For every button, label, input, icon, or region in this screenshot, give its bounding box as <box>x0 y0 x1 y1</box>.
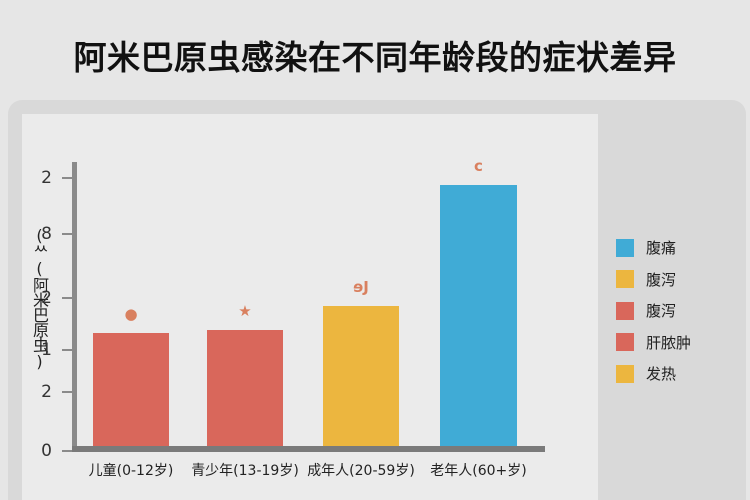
legend-label: 腹痛 <box>646 239 677 258</box>
y-tick-label: 8 <box>41 224 52 244</box>
chart-title: 阿米巴原虫感染在不同年龄段的症状差异 <box>73 38 677 77</box>
x-tick-label: 成年人(20-59岁) <box>307 463 415 479</box>
bar-value-label: ɘJ <box>353 278 369 296</box>
bar-value-label: ★ <box>238 302 252 320</box>
legend-item: 发热 <box>616 358 736 390</box>
y-tick-label: 2 <box>41 168 52 188</box>
y-tick-mark <box>62 391 72 393</box>
legend-label: 腹泻 <box>646 302 677 321</box>
legend-label: 腹泻 <box>646 270 677 289</box>
x-axis-line <box>72 446 545 452</box>
legend-label: 发热 <box>646 365 677 384</box>
y-tick-label: 2 <box>41 382 52 402</box>
legend-swatch-icon <box>616 238 634 257</box>
legend: 腹痛 腹泻 腹泻 肝脓肿 发热 <box>616 232 736 390</box>
y-tick-mark <box>62 349 72 351</box>
bar-value-label: ● <box>124 305 138 323</box>
y-axis-line <box>72 162 77 452</box>
legend-swatch-icon <box>616 333 634 352</box>
legend-label: 肝脓肿 <box>646 333 692 352</box>
legend-item: 腹痛 <box>616 232 736 264</box>
y-axis-title: (ᄊ(阿米巴原虫) <box>30 226 49 370</box>
legend-item: 腹泻 <box>616 295 736 327</box>
x-tick-label: 青少年(13-19岁) <box>191 463 299 479</box>
legend-swatch-icon <box>616 364 634 383</box>
y-tick-mark <box>62 177 72 179</box>
bar <box>93 333 169 447</box>
bar <box>323 306 399 447</box>
y-tick-label: 1 <box>41 340 52 360</box>
y-tick-mark <box>62 297 72 299</box>
legend-swatch-icon <box>616 301 634 320</box>
bar-value-label: c <box>474 157 483 175</box>
bar <box>207 330 283 447</box>
y-tick-mark <box>62 450 72 452</box>
x-tick-label: 老年人(60+岁) <box>430 463 527 479</box>
bar <box>440 185 517 447</box>
legend-item: 肝脓肿 <box>616 327 736 359</box>
y-tick-mark <box>62 233 72 235</box>
x-tick-label: 儿童(0-12岁) <box>88 463 174 479</box>
legend-item: 腹泻 <box>616 264 736 296</box>
y-tick-label: 0 <box>41 441 52 461</box>
y-tick-label: 2 <box>41 288 52 308</box>
legend-swatch-icon <box>616 270 634 289</box>
